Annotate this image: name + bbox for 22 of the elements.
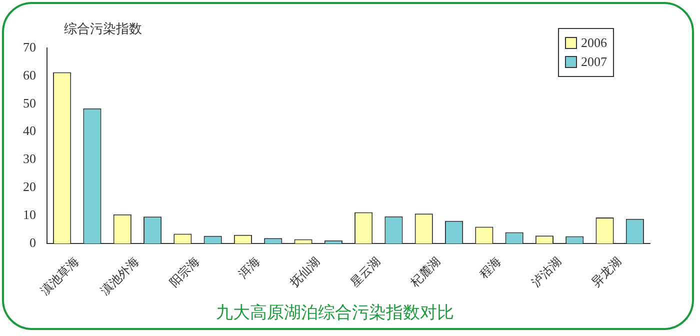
legend-label: 2006 [581,35,607,51]
text: 九大高原湖泊综合污染指数对比 [216,303,454,324]
x-tick-label: 滇池草海 [38,254,82,298]
x-tick-label: 滇池外海 [98,254,142,298]
y-tick-label: 70 [23,39,36,54]
x-tick-label: 洱海 [236,254,262,281]
x-tick-label: 星云湖 [348,254,384,290]
y-tick-label: 50 [23,95,36,110]
y-tick-label: 30 [23,151,36,166]
x-tick-label: 阳宗海 [166,254,202,290]
y-tick-label: 40 [23,123,36,138]
x-tick-label: 泸沽湖 [528,254,564,290]
y-tick-label: 0 [30,234,36,250]
x-tick-label: 抚仙湖 [286,254,323,290]
y-axis-title: 综合污染指数 [64,21,142,38]
legend-label: 2007 [581,54,607,70]
y-tick-label: 10 [23,206,36,222]
x-tick-label: 程海 [476,254,504,281]
y-tick-label: 20 [23,179,36,194]
x-tick-label: 异龙湖 [588,254,624,290]
x-tick-label: 杞麓湖 [407,254,444,290]
y-tick-label: 60 [23,67,36,82]
